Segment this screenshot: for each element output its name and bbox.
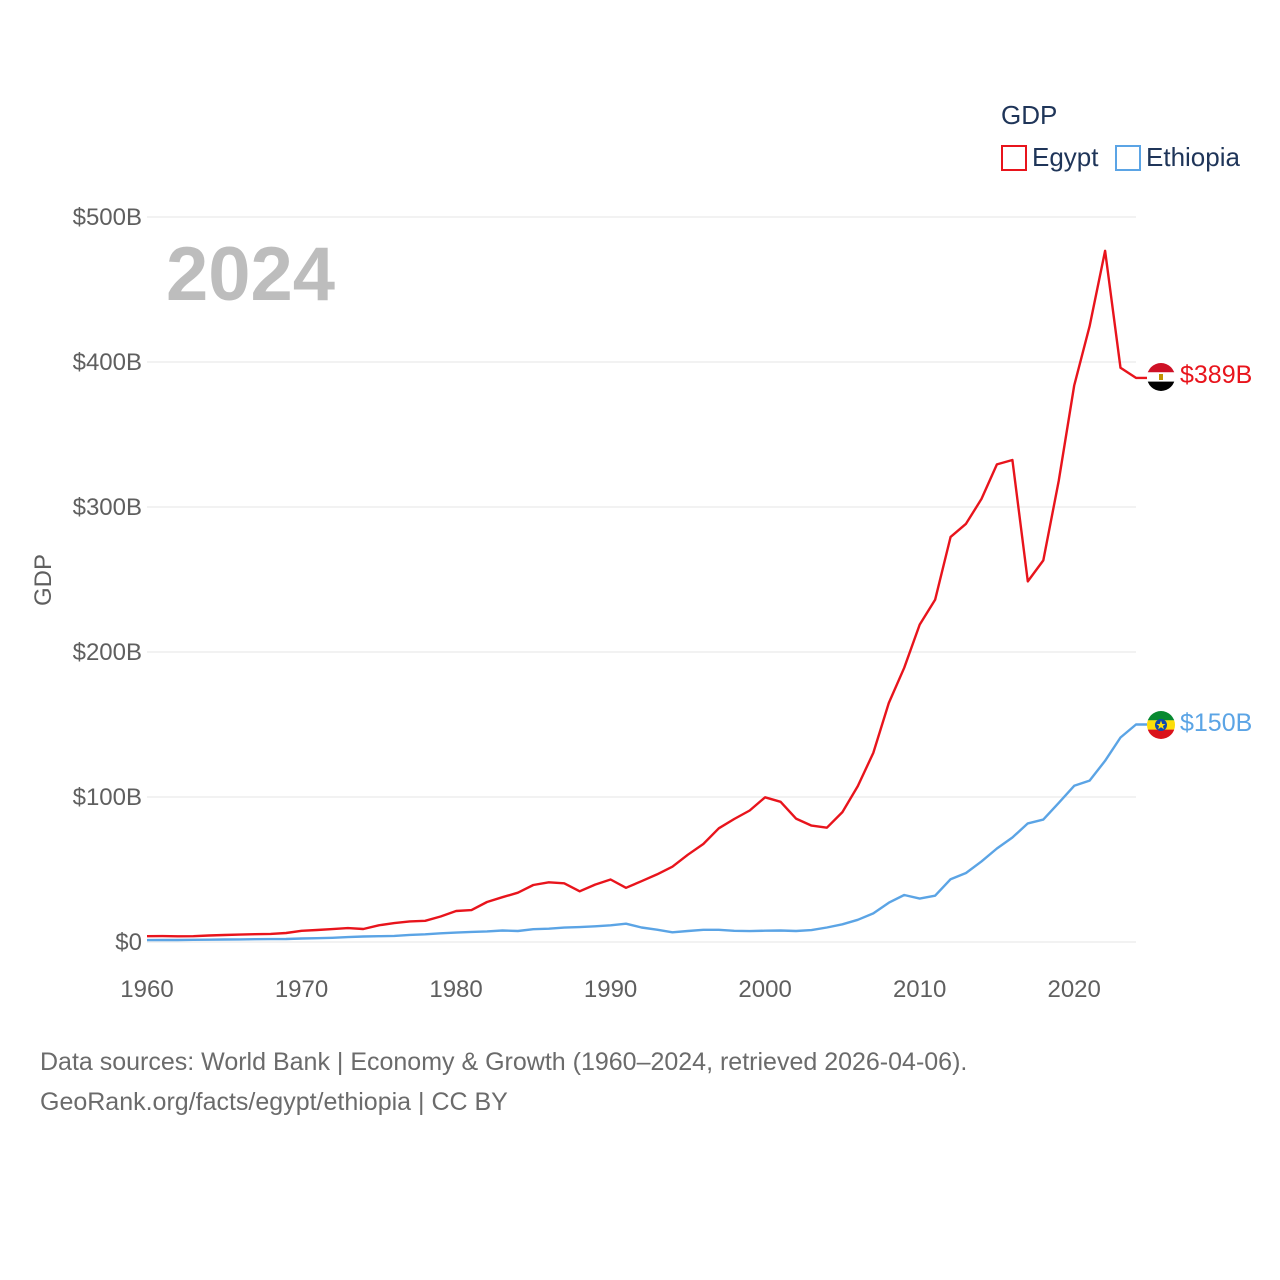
x-tick-label: 2000 <box>738 976 791 1003</box>
legend-title: GDP <box>1001 100 1057 130</box>
y-tick-label: $100B <box>73 784 142 811</box>
source-line-2: GeoRank.org/facts/egypt/ethiopia | CC BY <box>40 1088 508 1116</box>
y-tick-label: $0 <box>115 929 142 956</box>
ethiopia-flag-icon <box>1147 711 1175 739</box>
series-line-egypt[interactable] <box>146 249 1147 938</box>
series-lines <box>146 249 1147 942</box>
x-tick-label: 2010 <box>893 976 946 1003</box>
y-axis-label: GDP <box>30 554 57 606</box>
egypt-end-value-label: $389B <box>1180 361 1252 389</box>
year-label: 2024 <box>166 232 335 317</box>
source-note: Data sources: World Bank | Economy & Gro… <box>40 1042 967 1122</box>
legend-swatch-egypt[interactable] <box>1001 145 1027 171</box>
x-axis-ticks: 1960 1970 1980 1990 2000 2010 2020 <box>120 976 1101 1003</box>
x-tick-label: 1960 <box>120 976 173 1003</box>
legend: GDP Egypt Ethiopia <box>1001 100 1240 172</box>
egypt-flag-icon <box>1147 363 1175 391</box>
legend-label-ethiopia[interactable]: Ethiopia <box>1146 142 1240 172</box>
x-tick-label: 1980 <box>429 976 482 1003</box>
gridlines <box>147 216 1136 943</box>
y-tick-label: $400B <box>73 349 142 376</box>
y-tick-label: $500B <box>73 204 142 231</box>
series-line-ethiopia[interactable] <box>146 723 1147 942</box>
source-line-1: Data sources: World Bank | Economy & Gro… <box>40 1048 968 1076</box>
y-tick-label: $300B <box>73 494 142 521</box>
y-axis-ticks: $0 $100B $200B $300B $400B $500B <box>73 204 142 956</box>
x-tick-label: 1970 <box>275 976 328 1003</box>
y-tick-label: $200B <box>73 639 142 666</box>
legend-label-egypt[interactable]: Egypt <box>1032 142 1099 172</box>
gdp-line-chart: $0 $100B $200B $300B $400B $500B 1960 1970 1980… <box>30 100 1252 1003</box>
x-tick-label: 1990 <box>584 976 637 1003</box>
legend-swatch-ethiopia[interactable] <box>1115 145 1141 171</box>
x-tick-label: 2020 <box>1047 976 1100 1003</box>
ethiopia-end-value-label: $150B <box>1180 709 1252 737</box>
